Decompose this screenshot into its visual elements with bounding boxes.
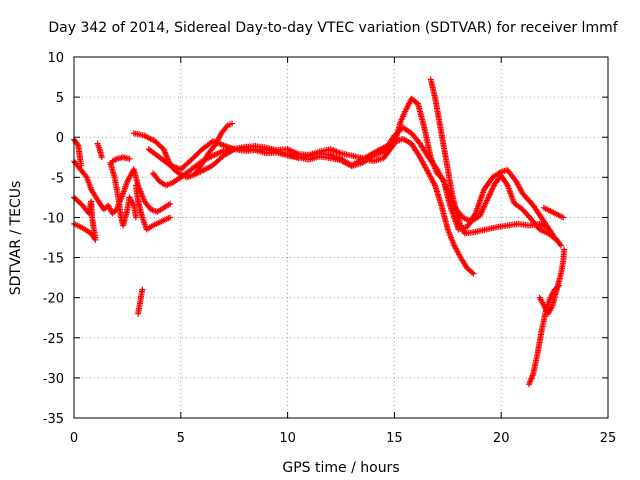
data-point <box>543 224 550 231</box>
y-tick-label: -30 <box>43 372 64 387</box>
y-tick-label: 10 <box>47 51 64 66</box>
series-trace-k <box>145 124 560 243</box>
data-point <box>82 172 89 179</box>
plot-frame <box>73 56 609 419</box>
data-point <box>126 155 133 162</box>
series-trace-i <box>109 154 133 165</box>
y-tick-label: -5 <box>51 171 64 186</box>
series-trace-p <box>540 204 567 221</box>
data-point <box>139 286 146 293</box>
data-point <box>223 123 230 130</box>
series-trace-f <box>107 159 139 229</box>
x-tick-label: 0 <box>70 431 78 446</box>
y-tick-label: -25 <box>43 332 64 347</box>
series-trace-h <box>135 286 146 317</box>
data-point <box>470 270 477 277</box>
series-trace-g <box>132 182 174 233</box>
series-trace-q <box>525 282 562 388</box>
series-trace-l <box>150 135 477 277</box>
series-trace-r <box>536 246 568 317</box>
data-point <box>558 242 565 249</box>
series-trace-m <box>192 120 236 177</box>
data-point <box>167 200 174 207</box>
data-point <box>167 214 174 221</box>
y-tick-label: 5 <box>56 91 64 106</box>
data-point <box>553 236 560 243</box>
series-trace-e <box>94 140 105 161</box>
data-point <box>132 214 139 221</box>
chart-title: Day 342 of 2014, Sidereal Day-to-day VTE… <box>48 20 618 36</box>
x-tick-label: 20 <box>493 431 510 446</box>
y-tick-label: -15 <box>43 252 64 267</box>
data-marks <box>71 76 568 388</box>
grid-lines <box>74 57 608 418</box>
x-tick-label: 15 <box>386 431 403 446</box>
axis-ticks: 0 5 10 15 20 25 -35 -30 -25 -20 -15 -10 -5 0 5 10 <box>43 51 617 446</box>
data-point <box>556 241 563 248</box>
data-point <box>98 154 105 161</box>
y-tick-label: -20 <box>43 292 64 307</box>
data-point <box>92 236 99 243</box>
x-axis-label: GPS time / hours <box>282 460 399 476</box>
data-point <box>229 120 236 127</box>
y-tick-label: -35 <box>43 412 64 427</box>
data-point <box>469 269 476 276</box>
x-tick-label: 5 <box>177 431 185 446</box>
x-tick-label: 25 <box>600 431 617 446</box>
series-trace-o <box>461 220 550 237</box>
y-tick-label: 0 <box>56 131 64 146</box>
y-axis-label: SDTVAR / TECUs <box>8 181 24 296</box>
y-tick-label: -10 <box>43 211 64 226</box>
x-tick-label: 10 <box>279 431 296 446</box>
data-point <box>561 246 568 253</box>
series-trace-n <box>427 76 468 237</box>
data-point <box>560 214 567 221</box>
